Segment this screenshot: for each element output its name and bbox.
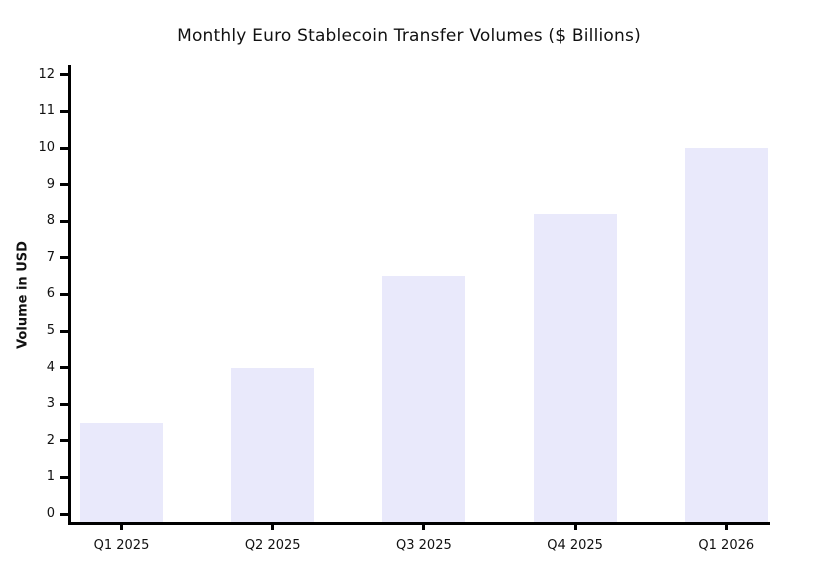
y-tick-label: 7 <box>46 249 55 265</box>
y-tick-mark <box>60 73 68 77</box>
y-tick-label: 1 <box>46 469 55 485</box>
x-axis-layer: Q1 2025 Q2 2025 Q3 2025 Q4 2025 Q1 2026 <box>71 65 770 553</box>
y-tick-label: 8 <box>46 213 55 229</box>
bars-layer <box>71 65 770 522</box>
y-tick-label: 9 <box>46 176 55 192</box>
y-tick-mark <box>60 109 68 113</box>
x-tick-mark <box>271 522 275 530</box>
y-tick-label: 3 <box>46 396 55 412</box>
bar-q2-2025 <box>231 367 315 522</box>
y-tick-mark <box>60 439 68 443</box>
x-tick-label: Q4 2025 <box>547 538 603 553</box>
x-tick-label: Q2 2025 <box>244 538 301 553</box>
y-tick-label: 5 <box>46 323 55 338</box>
y-tick-mark <box>60 329 68 333</box>
y-tick-mark <box>60 512 68 516</box>
y-tick-label: 0 <box>46 506 55 521</box>
x-tick-mark <box>422 522 426 530</box>
y-tick-label: 12 <box>38 66 55 82</box>
chart-title: Monthly Euro Stablecoin Transfer Volumes… <box>177 26 641 46</box>
bar-q1-2026 <box>684 148 768 522</box>
x-tick-label: Q1 2025 <box>93 538 150 553</box>
y-tick-label: 6 <box>46 286 55 302</box>
y-tick-mark <box>60 146 68 150</box>
y-tick-mark <box>60 402 68 406</box>
bar-q1-2025 <box>80 422 163 522</box>
y-tick-label: 4 <box>46 359 55 375</box>
y-tick-mark <box>60 292 68 296</box>
y-tick-label: 2 <box>46 432 55 448</box>
y-tick-mark <box>60 183 68 187</box>
y-tick-mark <box>60 256 68 260</box>
bar-q3-2025 <box>382 276 466 522</box>
y-tick-mark <box>60 219 68 223</box>
bar-q4-2025 <box>533 213 617 522</box>
y-axis-layer: 0 1 2 3 4 5 6 7 8 9 10 11 12 <box>38 65 770 522</box>
x-tick-mark <box>724 522 728 530</box>
x-tick-label: Q1 2026 <box>698 538 755 553</box>
y-tick-mark <box>60 475 68 479</box>
plot-area: 0 1 2 3 4 5 6 7 8 9 10 11 12 Q1 2025 Q2 2025 Q3 2025 Q4… <box>38 65 770 553</box>
y-tick-mark <box>60 366 68 370</box>
x-tick-label: Q3 2025 <box>396 538 452 553</box>
x-tick-mark <box>120 522 123 530</box>
y-tick-label: 10 <box>38 140 55 155</box>
y-tick-label: 11 <box>38 103 55 119</box>
x-tick-mark <box>573 522 577 530</box>
